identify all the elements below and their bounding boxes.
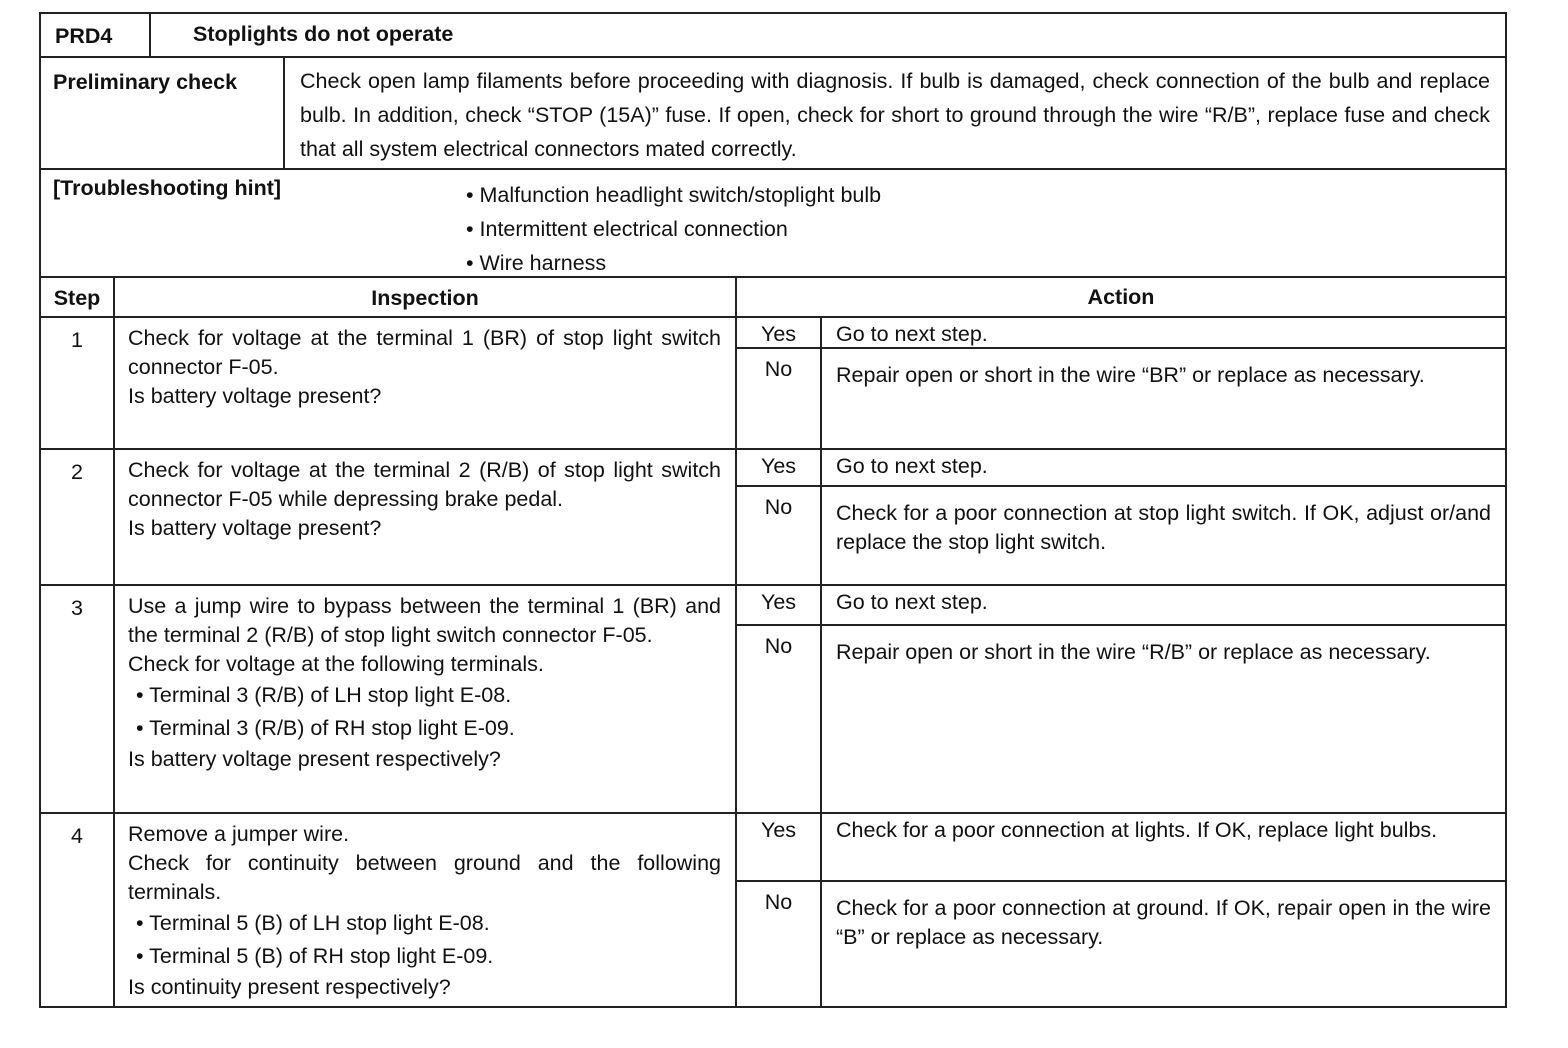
step-number: 4 bbox=[39, 812, 115, 1008]
hint-item: Wire harness bbox=[466, 246, 881, 280]
yes-label: Yes bbox=[735, 316, 822, 349]
yes-label: Yes bbox=[735, 584, 822, 626]
step-number: 1 bbox=[39, 316, 115, 450]
no-label: No bbox=[735, 624, 822, 814]
yes-action: Go to next step. bbox=[820, 316, 1507, 349]
no-label: No bbox=[735, 485, 822, 586]
column-inspection: Inspection bbox=[113, 276, 737, 318]
yes-label: Yes bbox=[735, 812, 822, 882]
inspection-cell: Remove a jumper wire. Check for continuit… bbox=[113, 812, 737, 1008]
no-action: Repair open or short in the wire “R/B” o… bbox=[820, 624, 1507, 814]
preliminary-label: Preliminary check bbox=[53, 70, 238, 94]
column-step: Step bbox=[39, 276, 115, 318]
terminal-item: Terminal 5 (B) of LH stop light E-08. bbox=[136, 907, 721, 940]
hint-item: Malfunction headlight switch/stoplight b… bbox=[466, 178, 882, 212]
inspection-text: Check for voltage at the terminal 1 (BR)… bbox=[128, 326, 721, 379]
procedure-title: Stoplights do not operate bbox=[193, 22, 454, 46]
inspection-text-2: Check for voltage at the following termi… bbox=[128, 652, 544, 676]
preliminary-text: Check open lamp filaments before proceed… bbox=[300, 69, 1490, 161]
inspection-question: Is battery voltage present? bbox=[128, 384, 382, 408]
no-label: No bbox=[735, 880, 822, 1008]
step-number: 2 bbox=[39, 448, 115, 586]
inspection-question: Is battery voltage present? bbox=[128, 516, 382, 540]
preliminary-text-cell: Check open lamp filaments before proceed… bbox=[283, 56, 1507, 170]
yes-label: Yes bbox=[735, 448, 822, 487]
procedure-code: PRD4 bbox=[55, 24, 113, 48]
no-action: Repair open or short in the wire “BR” or… bbox=[820, 347, 1507, 450]
step-number: 3 bbox=[39, 584, 115, 814]
terminal-item: Terminal 3 (R/B) of RH stop light E-09. bbox=[136, 712, 721, 745]
preliminary-label-cell: Preliminary check bbox=[39, 56, 285, 170]
inspection-text-2: Check for continuity between ground and … bbox=[128, 851, 721, 904]
procedure-title-cell: Stoplights do not operate bbox=[149, 12, 1507, 58]
inspection-cell: Use a jump wire to bypass between the te… bbox=[113, 584, 737, 814]
yes-action: Go to next step. bbox=[820, 448, 1507, 487]
no-action: Check for a poor connection at stop ligh… bbox=[820, 485, 1507, 586]
terminal-item: Terminal 5 (B) of RH stop light E-09. bbox=[136, 940, 721, 973]
hint-list: Malfunction headlight switch/stoplight b… bbox=[466, 178, 882, 280]
inspection-question: Is continuity present respectively? bbox=[128, 975, 451, 999]
inspection-text: Use a jump wire to bypass between the te… bbox=[128, 594, 721, 647]
inspection-cell: Check for voltage at the terminal 2 (R/B… bbox=[113, 448, 737, 586]
column-action: Action bbox=[735, 276, 1507, 318]
hint-item: Intermittent electrical connection bbox=[466, 212, 881, 246]
troubleshooting-hint-cell: [Troubleshooting hint] Malfunction headl… bbox=[39, 168, 1507, 278]
procedure-code-cell: PRD4 bbox=[39, 12, 151, 58]
inspection-question: Is battery voltage present respectively? bbox=[128, 747, 501, 771]
no-action: Check for a poor connection at ground. I… bbox=[820, 880, 1507, 1008]
yes-action: Go to next step. bbox=[820, 584, 1507, 626]
inspection-cell: Check for voltage at the terminal 1 (BR)… bbox=[113, 316, 737, 450]
inspection-text: Remove a jumper wire. bbox=[128, 822, 350, 846]
yes-action: Check for a poor connection at lights. I… bbox=[820, 812, 1507, 882]
inspection-text: Check for voltage at the terminal 2 (R/B… bbox=[128, 458, 721, 511]
hint-label: [Troubleshooting hint] bbox=[53, 176, 282, 200]
terminal-item: Terminal 3 (R/B) of LH stop light E-08. bbox=[136, 679, 721, 712]
no-label: No bbox=[735, 347, 822, 450]
